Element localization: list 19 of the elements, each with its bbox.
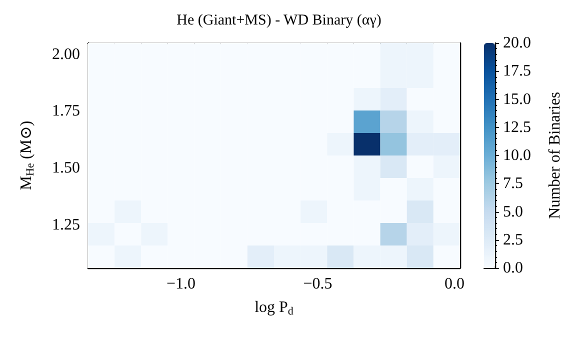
color-bar-label: 20.0 [503,34,531,52]
y-tick-label: 2.00 [52,46,80,63]
color-bar-label: 17.5 [503,62,531,80]
y-tick-label: 1.25 [52,216,80,234]
color-bar-label: 5.0 [503,203,523,220]
x-tick-label: 0.0 [444,276,465,292]
color-bar-label: 2.5 [503,231,523,248]
y-tick-label: 1.75 [52,102,80,120]
y-tick-label: 1.50 [52,160,80,176]
x-tick-label: −0.5 [303,276,332,292]
x-tick-label: −1.0 [166,276,196,292]
color-bar-label: 0.0 [503,260,523,276]
color-bar-label: 7.5 [503,175,523,192]
color-bar-title: Number of Binaries [546,92,564,220]
color-bar-label: 12.5 [503,118,531,136]
color-bar-label: 10.0 [503,147,531,164]
color-bar-label: 15.0 [503,90,531,108]
y-axis-title: MHe (M⊙) [18,120,36,190]
chart-title: He (Giant+MS) - WD Binary (αγ) [176,12,382,28]
